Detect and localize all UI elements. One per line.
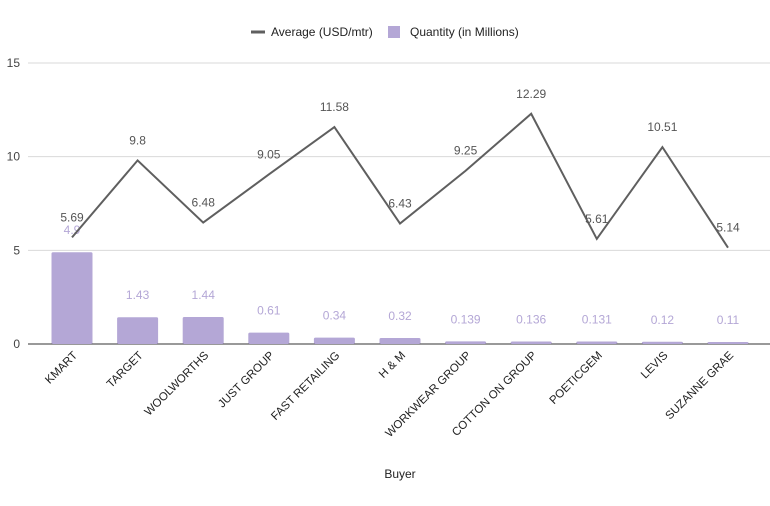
bar-series: 4.91.43 1.440.61 0.34 0.32 0.139 0.136 0.131 0.… [51,223,749,344]
bar [707,341,749,344]
y-tick-label: 10 [7,150,21,164]
x-tick-label: FAST RETAILING [269,350,342,423]
line-data-label: 11.58 [320,100,349,114]
bar-data-label: 0.139 [451,312,481,326]
bar-data-label: 0.131 [582,313,612,327]
bar [51,252,93,344]
bar-data-label: 1.43 [126,288,150,302]
legend-label-quantity: Quantity (in Millions) [410,25,519,39]
x-tick-label: JUST GROUP [216,349,277,410]
bar [248,332,290,344]
line-data-label: 5.69 [60,210,84,224]
x-tick-label: POETICGEM [548,350,605,407]
line-data-label: 9.8 [129,133,146,147]
line-data-label: 9.05 [257,147,281,161]
line-path [71,112,729,249]
bar-data-label: 1.44 [192,288,216,302]
bar [313,337,355,344]
line-series: 5.69 9.8 6.48 9.05 11.58 6.43 9.25 12.29 5.61 10.… [60,87,740,249]
line-data-label: 5.61 [585,212,609,226]
x-tick-label: WOOLWORTHS [143,349,212,418]
line-data-label: 12.29 [516,87,546,101]
bar-data-label: 0.32 [388,309,412,323]
x-axis-title: Buyer [384,467,415,481]
legend-bar-swatch [388,26,400,38]
x-tick-label: SUZANNE GRAE [663,349,736,422]
y-tick-label: 5 [13,243,20,257]
bar [182,317,224,344]
x-tick-label: TARGET [105,350,146,391]
y-tick-label: 15 [7,56,21,70]
bar [445,341,487,344]
bar-data-label: 0.11 [717,313,740,327]
x-tick-label: H & M [377,350,408,381]
bar [576,341,618,344]
bar-data-label: 0.12 [651,313,675,327]
x-tick-label: KMART [43,350,80,387]
bar [641,341,683,344]
bar [510,341,552,344]
legend: Average (USD/mtr) Quantity (in Millions) [251,25,519,39]
line-data-label: 6.43 [388,197,412,211]
bar-data-label: 0.61 [257,304,281,318]
y-tick-label: 0 [13,337,20,351]
line-data-label: 10.51 [647,120,677,134]
line-data-label: 6.48 [192,196,216,210]
x-tick-label: LEVIS [639,349,671,381]
line-data-label: 9.25 [454,144,478,158]
legend-label-average: Average (USD/mtr) [271,25,373,39]
line-data-label: 5.14 [716,221,740,235]
bar [117,317,159,344]
bar-data-label: 0.136 [516,312,546,326]
bar-data-label: 0.34 [323,309,347,323]
bar [379,338,421,344]
